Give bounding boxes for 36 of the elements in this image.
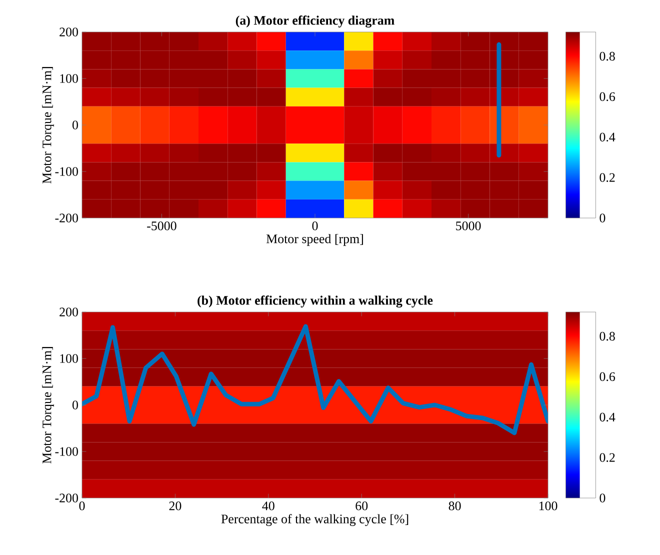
x-tick-label: 5000 xyxy=(456,222,481,230)
x-axis-title: Motor speed [rpm] xyxy=(266,234,363,246)
x-axis-title: Percentage of the walking cycle [%] xyxy=(221,514,408,526)
color-bar-label: 0.8 xyxy=(600,332,615,341)
chart-title: (b) Motor efficiency within a walking cycle xyxy=(198,296,433,308)
color-bar-label: 0.2 xyxy=(600,173,615,182)
color-bar-label: 0.2 xyxy=(600,453,615,462)
y-tick-label: 200 xyxy=(60,28,78,36)
color-bar-label: 0 xyxy=(600,494,606,502)
y-tick-label: -100 xyxy=(55,167,78,176)
y-tick-label: -100 xyxy=(55,447,78,456)
x-tick-label: 40 xyxy=(262,502,274,510)
y-tick-label: 100 xyxy=(60,354,78,363)
y-axis-title: Motor Torque [mN·m] xyxy=(42,347,54,464)
color-bar-label: 0.6 xyxy=(600,372,616,382)
y-tick-label: -200 xyxy=(55,494,78,502)
y-tick-label: 200 xyxy=(60,308,78,316)
x-tick-label: 0 xyxy=(312,222,318,230)
line-series xyxy=(82,324,548,436)
color-bar-label: 0.8 xyxy=(600,52,615,61)
x-tick-label: 60 xyxy=(356,502,368,510)
y-tick-label: 100 xyxy=(60,74,78,83)
x-tick-label: 80 xyxy=(448,502,461,510)
x-tick-label: 0 xyxy=(79,502,85,510)
x-tick-label: -5000 xyxy=(147,222,176,230)
color-bar-label: 0.6 xyxy=(600,92,616,102)
color-bar-label: 0.4 xyxy=(600,412,616,422)
x-tick-label: 20 xyxy=(169,502,182,510)
x-tick-label: 100 xyxy=(539,502,558,510)
y-tick-label: 0 xyxy=(72,120,78,130)
y-tick-label: -200 xyxy=(55,214,78,222)
color-bar-label: 0.4 xyxy=(600,132,616,142)
y-axis-title: Motor Torque [mN·m] xyxy=(42,67,54,184)
y-tick-label: 0 xyxy=(72,400,78,410)
chart-title: (a) Motor efficiency diagram xyxy=(236,16,394,28)
color-bar-label: 0 xyxy=(600,214,606,222)
